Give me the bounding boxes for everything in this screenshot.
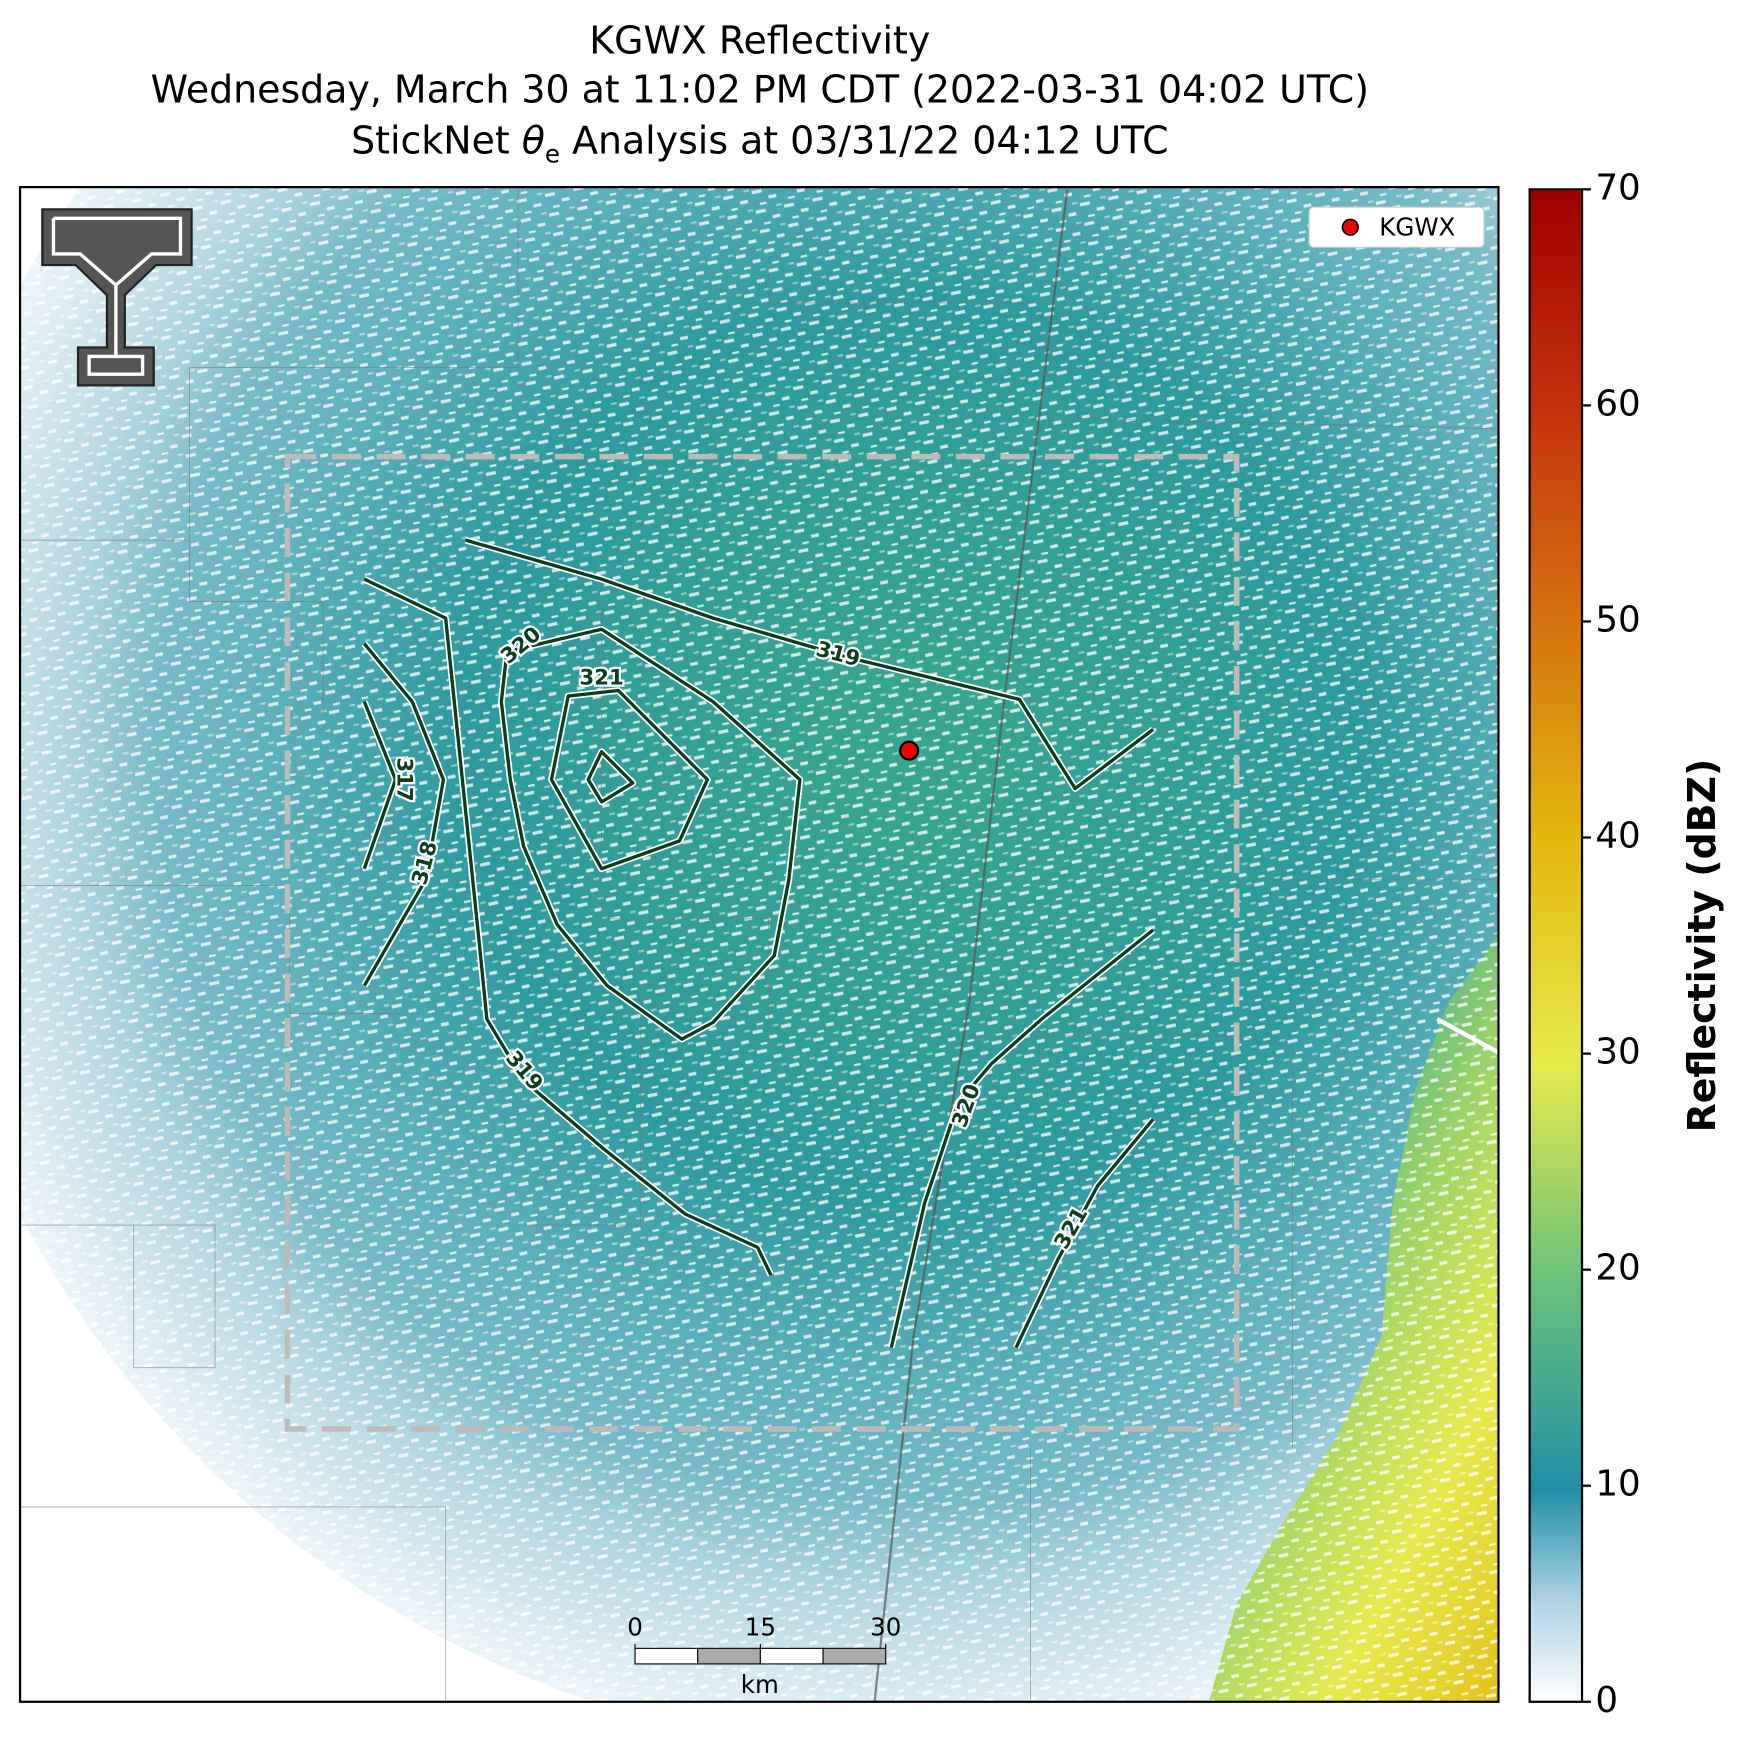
- radar-site: [899, 740, 920, 761]
- scale-tick-label: 15: [745, 1612, 776, 1641]
- title-text: StickNet: [351, 119, 522, 163]
- logo: [41, 208, 193, 387]
- scale-bar: km 0 15 30: [627, 1612, 901, 1699]
- title-text: Analysis at 03/31/22 04:12 UTC: [560, 119, 1169, 163]
- title-subscript: e: [545, 140, 560, 169]
- colorbar-label: Reflectivity (dBZ): [1680, 759, 1724, 1133]
- colorbar-tick-label: 50: [1595, 599, 1640, 640]
- title-symbol: θ: [522, 119, 545, 163]
- radar-speckle: [20, 187, 1499, 1702]
- legend-box: [1308, 206, 1485, 248]
- colorbar-tick-label: 30: [1595, 1032, 1640, 1073]
- contour-label: 321: [580, 664, 624, 689]
- title-line2: Wednesday, March 30 at 11:02 PM CDT (202…: [151, 67, 1369, 111]
- legend: KGWX: [1308, 206, 1485, 248]
- legend-label: KGWX: [1379, 212, 1455, 241]
- title-line1: KGWX Reflectivity: [589, 18, 930, 62]
- scale-tick-label: 0: [627, 1612, 643, 1641]
- colorbar-tick-label: 0: [1595, 1680, 1618, 1721]
- colorbar-tick-label: 60: [1595, 383, 1640, 424]
- colorbar-tick-label: 40: [1595, 816, 1640, 857]
- colorbar-tick-label: 10: [1595, 1464, 1640, 1505]
- colorbar-tick-label: 70: [1595, 167, 1640, 208]
- analysis-domain: [284, 453, 1240, 1432]
- map-frame: [18, 185, 1500, 1703]
- legend-marker: [1341, 218, 1359, 236]
- contour-label: 317: [392, 758, 417, 802]
- colorbar-tick-label: 20: [1595, 1248, 1640, 1289]
- scale-tick-label: 30: [870, 1612, 901, 1641]
- colorbar-ramp: [1528, 188, 1584, 1703]
- scale-unit: km: [741, 1670, 779, 1699]
- title-line3: StickNet θe Analysis at 03/31/22 04:12 U…: [351, 119, 1168, 169]
- colorbar: Reflectivity (dBZ) 0 10 20 30 40 50 60 70: [1528, 167, 1724, 1721]
- theta-e-contours: [361, 536, 1156, 1350]
